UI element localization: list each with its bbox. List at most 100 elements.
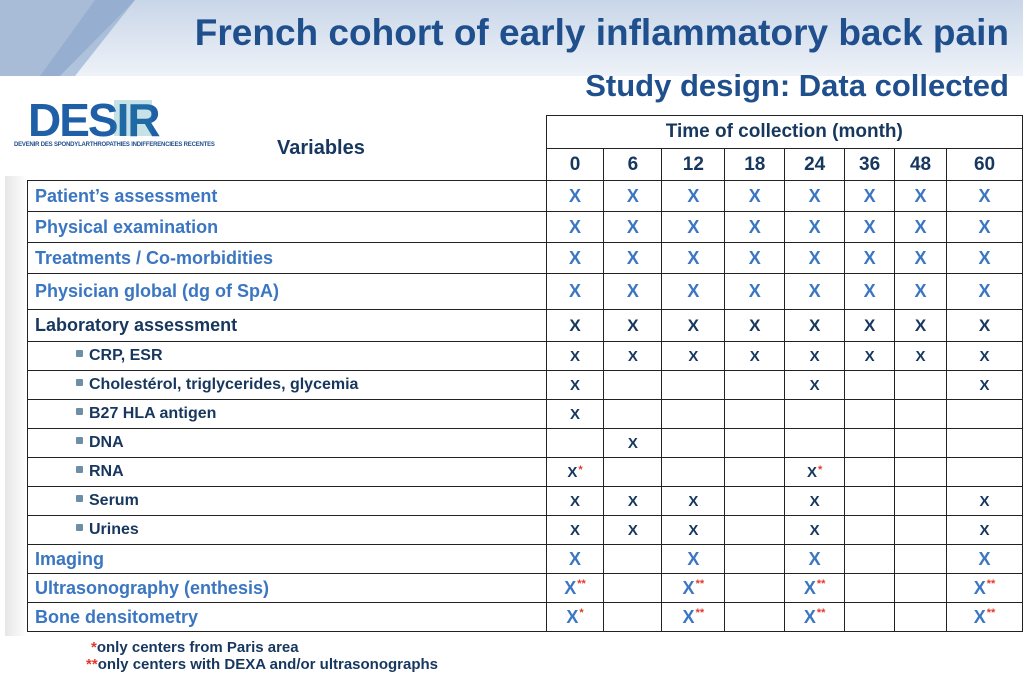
collection-cell [661,370,726,400]
collection-mark: X [687,216,700,237]
collection-cell: X [946,309,1023,342]
collection-cell [603,457,663,487]
row-label: Serum [27,486,547,516]
collection-cell: X** [946,602,1023,632]
table-row: B27 HLA antigen X [27,399,1023,429]
collection-cell [946,428,1023,458]
desir-logo-mark: DESIR [12,96,217,142]
collection-cell [844,399,896,429]
footnote-double-star: **only centers with DEXA and/or ultrason… [85,656,438,673]
collection-cell [784,399,846,429]
collection-mark: X [978,216,991,237]
corner-cell-2 [27,148,547,181]
collection-cell: X [661,515,726,545]
collection-cell: X [844,341,896,371]
collection-cell [894,602,948,632]
collection-cell: X [784,486,846,516]
collection-mark: X [748,281,761,301]
collection-cell: X** [946,573,1023,603]
collection-cell: X [545,399,605,429]
collection-mark: X [626,185,639,206]
bullet-icon [76,495,83,502]
collection-cell: X [946,486,1023,516]
table-row: DNA X [27,428,1023,458]
table-row: Ultrasonography (enthesis) X** X** X** X** [27,573,1023,603]
footnote-mark: ** [577,577,586,590]
row-label-text: Urines [89,521,139,538]
collection-cell: X [946,544,1023,574]
collection-cell: X [661,242,726,274]
collection-cell: X [545,180,605,212]
header-decoration [0,0,135,76]
collection-mark: X [979,521,990,539]
data-collection-table: Time of collection (month) 0 6 12 18 24 36 48 6… [27,115,1023,632]
collection-cell [844,602,896,632]
collection-cell: X [545,370,605,400]
collection-mark: X [569,216,582,237]
collection-cell: X [946,341,1023,371]
collection-mark: X [569,281,582,301]
collection-cell [603,399,663,429]
collection-cell: X* [784,457,846,487]
collection-cell: X** [784,573,846,603]
footnote-mark: * [578,463,583,476]
collection-cell [946,399,1023,429]
desir-logo: DESIR DEVENIR DES SPONDYLARTHROPATHIES I… [12,96,217,152]
collection-cell [724,428,786,458]
collection-cell [894,399,948,429]
footnote-mark: * [818,463,823,476]
collection-mark: X [863,185,876,206]
row-label: Physical examination [27,211,547,243]
collection-cell: X [661,211,726,243]
collection-mark: X [627,315,639,335]
collection-cell: X [545,211,605,243]
footnote-text: only centers with DEXA and/or ultrasonog… [97,656,439,673]
row-label: Physician global (dg of SpA) [27,273,547,310]
collection-cell: X [894,211,948,243]
collection-mark: X [687,185,700,206]
footnote-mark: ** [86,656,98,673]
collection-mark: X [914,185,927,206]
month-header: 48 [894,148,948,181]
collection-mark: X [978,185,991,206]
table-row: Urines X X X X X [27,515,1023,545]
collection-cell: X [784,309,846,342]
collection-cell [603,544,663,574]
footnote-mark: ** [986,606,996,619]
collection-cell: X [661,486,726,516]
row-label: Patient’s assessment [27,180,547,212]
collection-mark: X [803,577,816,598]
bullet-icon [76,524,83,531]
collection-mark: X [682,606,695,627]
collection-cell: X [603,341,663,371]
month-header: 24 [784,148,846,181]
collection-cell [844,515,896,545]
collection-cell: X [844,211,896,243]
collection-cell: X [661,180,726,212]
collection-cell: X [724,341,786,371]
collection-mark: X [569,247,582,268]
collection-mark: X [809,521,820,539]
row-label: Cholestérol, triglycerides, glycemia [27,370,547,400]
row-label: Laboratory assessment [27,309,547,342]
collection-mark: X [914,247,927,268]
collection-cell: X [661,273,726,310]
collection-mark: X [687,281,700,301]
collection-cell [894,544,948,574]
footnote-mark: ** [695,606,705,619]
footnote-text: only centers from Paris area [96,639,299,656]
bullet-icon [76,350,83,357]
collection-mark: X [682,577,695,598]
collection-mark: X [803,606,816,627]
collection-cell [661,399,726,429]
collection-mark: X [973,606,986,627]
collection-mark: X [564,577,577,598]
collection-mark: X [863,216,876,237]
collection-mark: X [864,347,875,365]
collection-mark: X [978,548,991,569]
collection-cell [661,428,726,458]
collection-mark: X [569,315,581,335]
collection-cell [603,573,663,603]
collection-cell [724,370,786,400]
collection-cell [661,457,726,487]
